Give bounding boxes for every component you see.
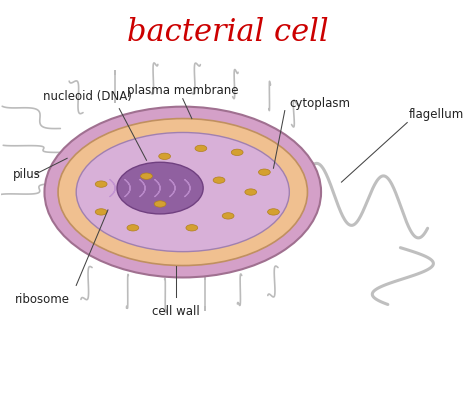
Text: nucleoid (DNA): nucleoid (DNA) [43, 90, 132, 103]
Ellipse shape [258, 169, 270, 175]
Ellipse shape [95, 181, 107, 187]
Ellipse shape [95, 209, 107, 215]
Ellipse shape [159, 153, 171, 160]
Ellipse shape [195, 145, 207, 152]
Ellipse shape [45, 107, 321, 278]
Ellipse shape [117, 162, 203, 214]
Ellipse shape [213, 177, 225, 183]
Text: ribosome: ribosome [15, 293, 70, 306]
Text: flagellum: flagellum [409, 108, 464, 121]
Text: pilus: pilus [13, 168, 41, 181]
Text: cytoplasm: cytoplasm [289, 97, 350, 110]
Text: bacterial cell: bacterial cell [128, 17, 329, 48]
Ellipse shape [222, 213, 234, 219]
Ellipse shape [76, 132, 289, 252]
Ellipse shape [186, 225, 198, 231]
Text: cell wall: cell wall [152, 305, 200, 318]
Ellipse shape [245, 189, 257, 195]
Ellipse shape [267, 209, 279, 215]
Ellipse shape [127, 225, 139, 231]
Ellipse shape [154, 201, 166, 207]
Text: plasma membrane: plasma membrane [127, 84, 238, 97]
Ellipse shape [141, 173, 152, 179]
Ellipse shape [231, 149, 243, 156]
Ellipse shape [58, 118, 308, 266]
